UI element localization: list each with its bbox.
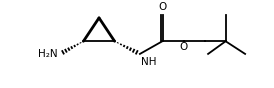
Text: H₂N: H₂N xyxy=(38,49,58,59)
Text: NH: NH xyxy=(141,57,156,67)
Text: O: O xyxy=(158,2,166,12)
Text: O: O xyxy=(180,42,188,52)
